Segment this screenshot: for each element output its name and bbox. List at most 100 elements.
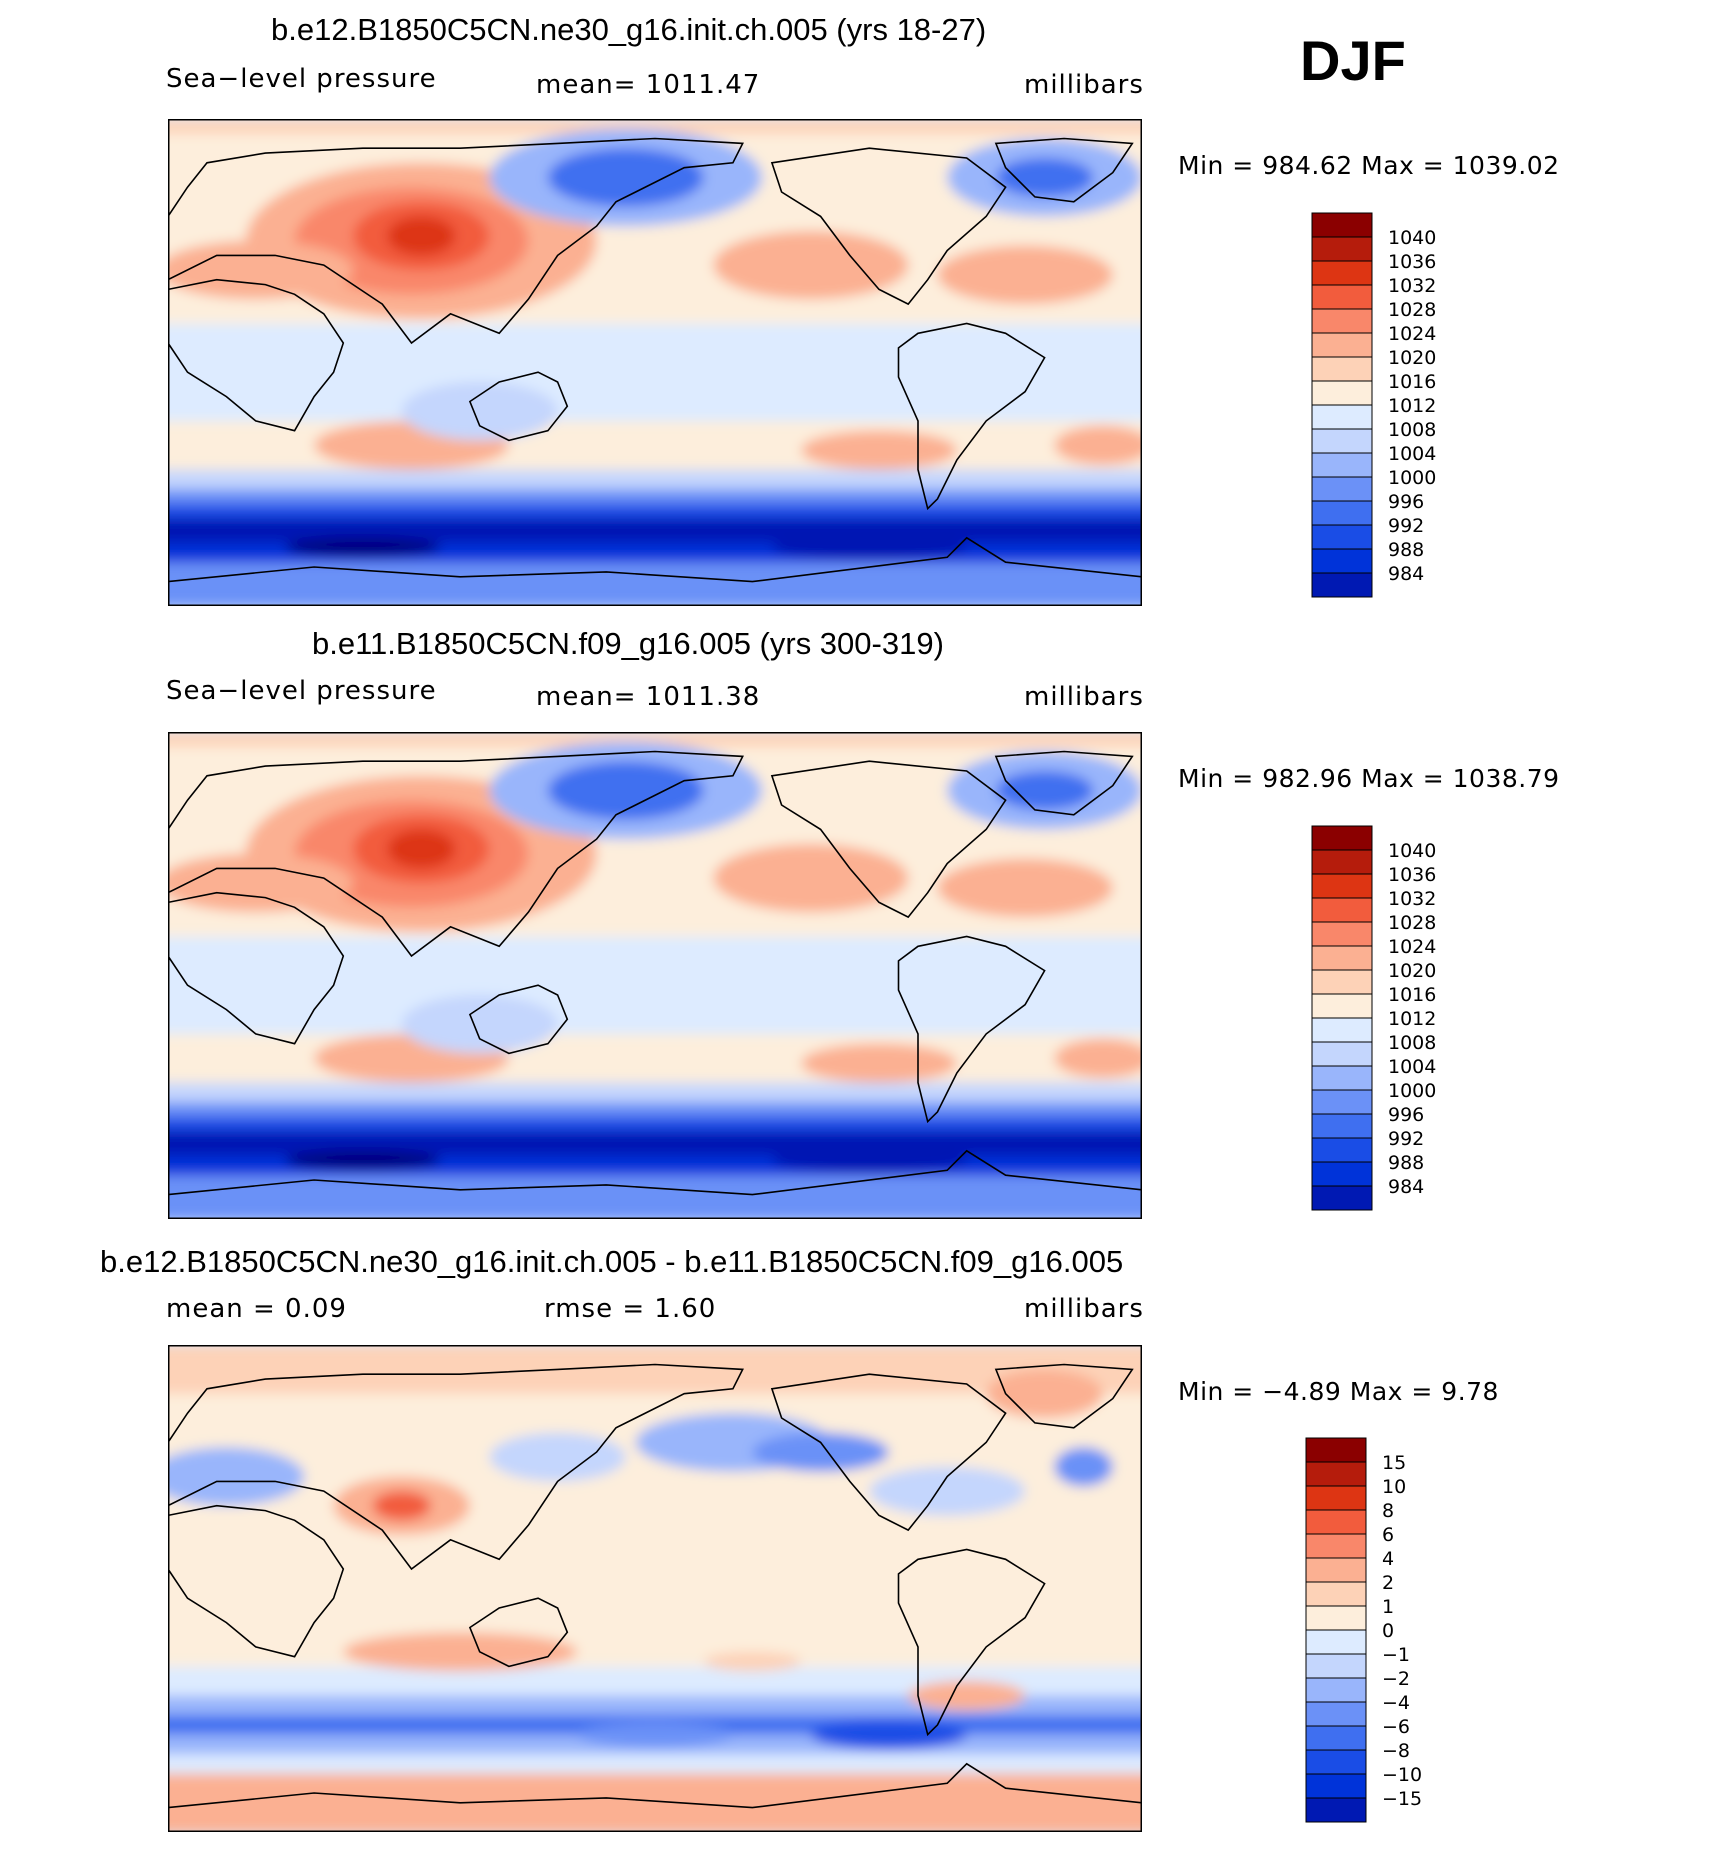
contour-cell-3 (387, 829, 456, 869)
panel-3-title: b.e12.B1850C5CN.ne30_g16.init.ch.005 - b… (100, 1244, 1124, 1279)
contour-band-4 (168, 323, 1142, 422)
panel-2-map (168, 732, 1142, 1219)
colorbar-tick-label: 1036 (1388, 864, 1436, 886)
colorbar-tick-label: −15 (1382, 1788, 1422, 1810)
panel-1-variable: Sea−level pressure (166, 64, 437, 94)
contour-cell-1 (489, 1432, 626, 1482)
colorbar-box-7 (1305, 1605, 1367, 1631)
contour-cell-3 (387, 216, 456, 256)
contour-band-8 (168, 1116, 1142, 1133)
colorbar-box-6 (1305, 1581, 1367, 1607)
contour-band-9 (168, 1131, 1142, 1157)
contour-cell-12 (986, 1369, 1104, 1419)
contour-cell-10 (937, 858, 1113, 918)
panel-2-units: millibars (1024, 682, 1144, 712)
colorbar-tick-label: 988 (1388, 539, 1424, 561)
coastline-4 (897, 1548, 1046, 1737)
coastline-5 (994, 750, 1134, 816)
colorbar-tick-label: 1000 (1388, 1080, 1436, 1102)
contour-band-7 (168, 1754, 1142, 1775)
colorbar-tick-label: 1008 (1388, 1032, 1436, 1054)
colorbar-box-8 (1311, 404, 1373, 430)
colorbar-box-11 (1311, 1089, 1373, 1115)
colorbar-box-1 (1305, 1461, 1367, 1487)
colorbar-box-11 (1311, 476, 1373, 502)
panel-3-mean: mean = 0.09 (166, 1294, 347, 1324)
panel-2-title: b.e11.B1850C5CN.f09_g16.005 (yrs 300-319… (312, 626, 944, 661)
colorbar-box-8 (1311, 1017, 1373, 1043)
contour-cell-6 (547, 761, 704, 820)
contour-band-8 (168, 503, 1142, 520)
contour-cell-16 (771, 1148, 967, 1173)
colorbar-tick-label: 1024 (1388, 936, 1436, 958)
coastline-6 (168, 536, 1142, 583)
panel-1-colorbar: 1040103610321028102410201016101210081004… (1311, 212, 1436, 598)
colorbar-box-13 (1311, 524, 1373, 550)
contour-cell-3 (752, 1432, 889, 1472)
contour-cell-6 (547, 148, 704, 207)
colorbar-tick-label: 8 (1382, 1500, 1394, 1522)
colorbar-box-5 (1305, 1557, 1367, 1583)
map-frame (168, 1345, 1142, 1832)
contour-cell-15 (284, 1150, 441, 1171)
colorbar-tick-label: 1008 (1388, 419, 1436, 441)
colorbar-tick-label: 1028 (1388, 912, 1436, 934)
contour-cell-9 (908, 1681, 1026, 1711)
colorbar-tick-label: 0 (1382, 1620, 1394, 1642)
coastline-2 (468, 1597, 569, 1668)
colorbar-tick-label: 10 (1382, 1476, 1406, 1498)
colorbar-tick-label: −10 (1382, 1764, 1422, 1786)
panel-2-variable: Sea−level pressure (166, 676, 437, 706)
contour-cell-12 (801, 1043, 957, 1083)
colorbar-tick-label: 1004 (1388, 443, 1436, 465)
coastline-3 (770, 760, 1007, 919)
contour-field (168, 119, 1142, 606)
colorbar-box-1 (1311, 849, 1373, 875)
coastline-1 (168, 750, 744, 958)
contour-band-7 (168, 1102, 1142, 1118)
coastline-4 (897, 935, 1046, 1124)
coastline-3 (770, 1373, 1007, 1532)
colorbar-tick-label: 1012 (1388, 395, 1436, 417)
colorbar-tick-label: 1020 (1388, 347, 1436, 369)
contour-cell-13 (1054, 425, 1142, 465)
contour-band-6 (168, 1082, 1142, 1104)
contour-cell-7 (372, 1491, 431, 1521)
coastline-2 (468, 984, 569, 1055)
colorbar-tick-label: 1032 (1388, 888, 1436, 910)
colorbar-box-2 (1305, 1485, 1367, 1511)
colorbar-box-4 (1311, 921, 1373, 947)
colorbar-tick-label: −6 (1382, 1716, 1410, 1738)
contour-band-5 (168, 420, 1142, 471)
coastline-1 (168, 1363, 744, 1571)
colorbar-box-3 (1305, 1509, 1367, 1535)
contour-cell-11 (577, 1722, 733, 1747)
contour-cell-14 (401, 994, 558, 1054)
contour-cell-4 (168, 240, 354, 300)
coastline-5 (994, 1363, 1134, 1429)
colorbar-box-4 (1311, 308, 1373, 334)
colorbar-box-7 (1311, 993, 1373, 1019)
colorbar-box-10 (1305, 1677, 1367, 1703)
colorbar-box-6 (1311, 356, 1373, 382)
coastline-0 (168, 278, 345, 432)
contour-cell-10 (937, 245, 1113, 305)
colorbar-box-14 (1305, 1773, 1367, 1799)
contour-cell-0 (168, 1447, 305, 1506)
colorbar-box-4 (1305, 1533, 1367, 1559)
colorbar-tick-label: 1016 (1388, 371, 1436, 393)
panel-1-map (168, 119, 1142, 606)
map-frame (168, 119, 1142, 606)
colorbar-tick-label: 992 (1388, 515, 1424, 537)
contour-cell-8 (343, 1632, 578, 1672)
coastlines (168, 750, 1142, 1196)
contour-cell-10 (810, 1719, 967, 1750)
colorbar-box-0 (1311, 825, 1373, 851)
contour-cell-8 (995, 157, 1094, 197)
panel-3-map (168, 1345, 1142, 1832)
colorbar-box-9 (1311, 1041, 1373, 1067)
panel-3-rmse: rmse = 1.60 (544, 1294, 717, 1324)
colorbar-box-11 (1305, 1701, 1367, 1727)
panel-2-min-max: Min = 982.96 Max = 1038.79 (1178, 764, 1560, 793)
contour-cell-4 (168, 853, 354, 913)
